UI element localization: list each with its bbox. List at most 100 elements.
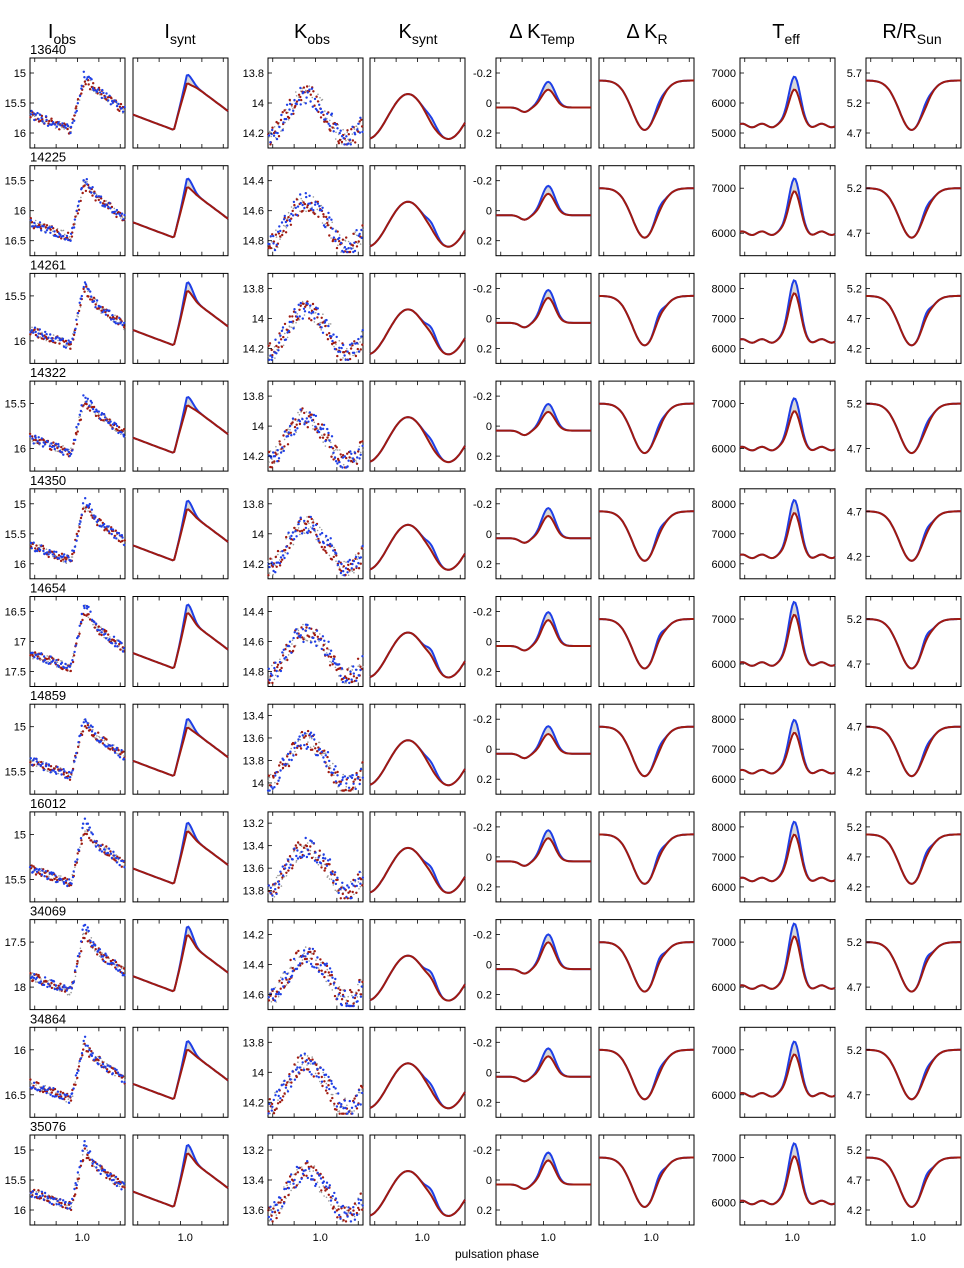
obs-point [33, 656, 36, 659]
obs-point [96, 953, 99, 956]
obs-point [121, 110, 125, 113]
obs-point [59, 124, 62, 127]
obs-point [285, 763, 288, 766]
obs-point [29, 654, 32, 657]
obs-point [347, 563, 350, 567]
obs-point [85, 607, 89, 610]
obs-point [343, 455, 347, 458]
y-tick-label: 5.7 [847, 68, 862, 80]
obs-point [331, 976, 334, 979]
obs-point [360, 985, 363, 988]
obs-point [326, 436, 329, 439]
series-red-line [369, 523, 466, 571]
obs-point [301, 203, 304, 207]
obs-point [295, 95, 298, 97]
obs-point [317, 970, 321, 973]
obs-point [87, 510, 89, 512]
obs-point [281, 651, 284, 654]
obs-point [353, 893, 355, 896]
obs-point [329, 871, 333, 874]
obs-point [326, 221, 329, 225]
obs-point [38, 872, 42, 876]
obs-point [322, 441, 325, 443]
obs-point [288, 102, 292, 106]
obs-point [305, 957, 308, 961]
obs-point [339, 449, 341, 451]
obs-point [289, 223, 293, 226]
obs-point [45, 229, 49, 232]
obs-point [108, 418, 111, 421]
obs-point [316, 635, 319, 638]
obs-point [275, 137, 279, 141]
obs-point [75, 965, 79, 968]
obs-point [88, 826, 92, 829]
series-red-line [496, 837, 591, 867]
obs-point [276, 460, 279, 463]
obs-point [277, 886, 280, 889]
obs-point [341, 143, 343, 145]
panel-frame [598, 596, 695, 687]
obs-point [55, 772, 58, 775]
obs-point [267, 891, 270, 894]
obs-point [305, 411, 308, 413]
obs-point [283, 445, 286, 448]
star-id-label: 14654 [30, 581, 66, 596]
obs-point [285, 117, 288, 121]
obs-point [353, 451, 357, 454]
obs-point [285, 535, 288, 539]
obs-point [331, 663, 334, 666]
obs-point [336, 462, 339, 465]
obs-point [36, 335, 39, 338]
obs-point [306, 206, 309, 209]
obs-point [310, 87, 314, 90]
model-spread-band [599, 834, 694, 884]
obs-point [64, 346, 68, 349]
obs-point [60, 445, 63, 449]
obs-point [96, 628, 100, 632]
obs-point [281, 878, 284, 880]
obs-point [333, 546, 335, 549]
obs-point [115, 315, 119, 318]
y-tick-label: 14.8 [243, 236, 264, 248]
obs-point [34, 981, 37, 983]
obs-point [336, 774, 339, 777]
obs-point [46, 440, 49, 443]
obs-point [290, 113, 293, 116]
obs-point [332, 458, 335, 461]
obs-point [311, 947, 315, 951]
obs-point [79, 304, 82, 307]
obs-point [35, 976, 38, 979]
obs-point [272, 563, 275, 566]
obs-point [306, 745, 310, 749]
panel-frame [495, 57, 592, 149]
obs-point [103, 526, 106, 529]
obs-point [98, 633, 101, 636]
obs-point [47, 553, 50, 556]
obs-point [313, 950, 316, 953]
obs-point [284, 976, 287, 980]
obs-point [99, 91, 102, 94]
obs-point [71, 875, 75, 879]
obs-point [295, 951, 298, 954]
model-spread-band [866, 80, 961, 130]
obs-point [340, 569, 343, 573]
obs-point [69, 452, 73, 456]
obs-point [347, 786, 351, 789]
obs-point [69, 131, 72, 135]
panel-14225-dKT: -0.200.2 [473, 165, 592, 257]
obs-point [57, 557, 61, 560]
obs-point [330, 455, 333, 458]
obs-point [45, 548, 48, 550]
obs-point [323, 433, 326, 436]
y-tick-label: 14.6 [243, 637, 264, 649]
obs-point [334, 771, 337, 774]
obs-point [42, 660, 45, 663]
obs-point [304, 955, 307, 958]
obs-point [87, 83, 90, 86]
obs-point [31, 435, 34, 438]
obs-point [50, 337, 53, 340]
